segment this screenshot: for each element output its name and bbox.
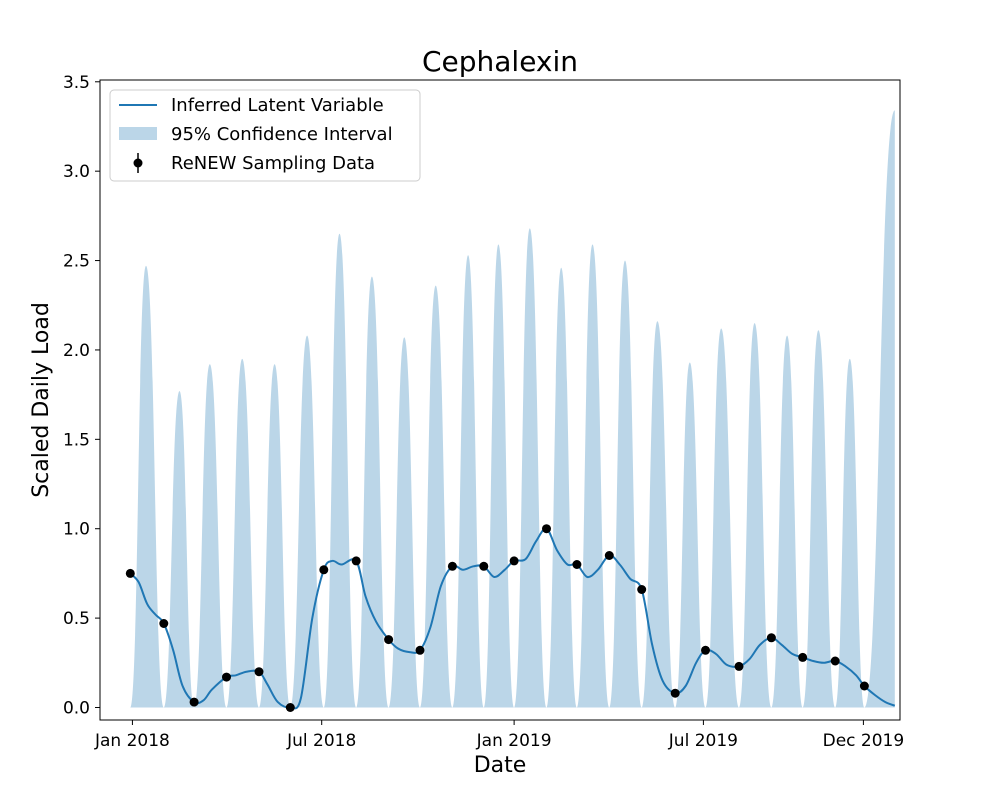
legend-band-swatch xyxy=(119,127,157,140)
y-tick-label: 3.5 xyxy=(63,73,90,93)
sampling-data-point xyxy=(637,585,647,594)
sampling-data-point xyxy=(734,661,744,671)
sampling-data-point xyxy=(351,556,361,566)
sampling-points-layer xyxy=(125,524,869,712)
x-axis-label: Date xyxy=(474,753,527,778)
sampling-data-point xyxy=(254,667,264,677)
x-tick-label: Dec 2019 xyxy=(823,731,905,751)
confidence-band xyxy=(130,110,895,708)
y-axis-label: Scaled Daily Load xyxy=(29,302,54,498)
legend-marker-swatch xyxy=(133,158,143,168)
sampling-data-point xyxy=(447,561,457,571)
sampling-data-point xyxy=(572,560,582,569)
confidence-band-layer xyxy=(130,110,895,708)
sampling-data-point xyxy=(222,672,231,682)
x-tick-label: Jan 2019 xyxy=(476,731,552,751)
sampling-data-point xyxy=(159,619,169,628)
sampling-data-point xyxy=(509,556,519,566)
sampling-data-point xyxy=(319,565,329,575)
x-tick-label: Jul 2019 xyxy=(668,731,738,751)
sampling-data-point xyxy=(859,681,869,691)
y-tick-label: 3.0 xyxy=(63,162,90,182)
y-tick-label: 0.5 xyxy=(63,609,90,629)
y-tick-label: 1.0 xyxy=(63,520,90,540)
sampling-data-point xyxy=(670,688,680,698)
x-axis-ticks: Jan 2018 Jul 2018 Jan 2019 Jul 2019 Dec 2019 xyxy=(94,720,904,751)
sampling-data-point xyxy=(766,633,776,643)
y-tick-label: 0.0 xyxy=(63,698,90,718)
y-tick-label: 2.0 xyxy=(63,341,90,361)
plot-frame xyxy=(99,79,901,721)
x-tick-label: Jan 2018 xyxy=(94,731,170,751)
chart-title: Cephalexin xyxy=(422,45,578,78)
sampling-data-point xyxy=(384,635,394,645)
legend-entry-confidence: 95% Confidence Interval xyxy=(171,124,393,145)
sampling-data-point xyxy=(542,524,551,534)
sampling-data-point xyxy=(285,703,295,712)
x-tick-label: Jul 2018 xyxy=(286,731,356,751)
legend-entry-latent: Inferred Latent Variable xyxy=(171,95,384,116)
sampling-data-point xyxy=(125,568,135,578)
y-axis-ticks: 0.0 0.5 1.0 1.5 2.0 2.5 3.0 3.5 xyxy=(63,73,100,718)
legend-entry-sampling: ReNEW Sampling Data xyxy=(171,153,375,174)
sampling-data-point xyxy=(830,656,840,666)
sampling-data-point xyxy=(604,551,614,560)
y-tick-label: 1.5 xyxy=(63,430,90,450)
y-tick-label: 2.5 xyxy=(63,252,90,272)
sampling-data-point xyxy=(701,645,710,655)
sampling-data-point xyxy=(189,697,199,707)
sampling-data-point xyxy=(415,645,425,655)
sampling-data-point xyxy=(798,652,808,662)
legend: Inferred Latent Variable 95% Confidence … xyxy=(109,89,421,182)
legend-box xyxy=(109,89,421,182)
sampling-data-point xyxy=(479,561,489,571)
